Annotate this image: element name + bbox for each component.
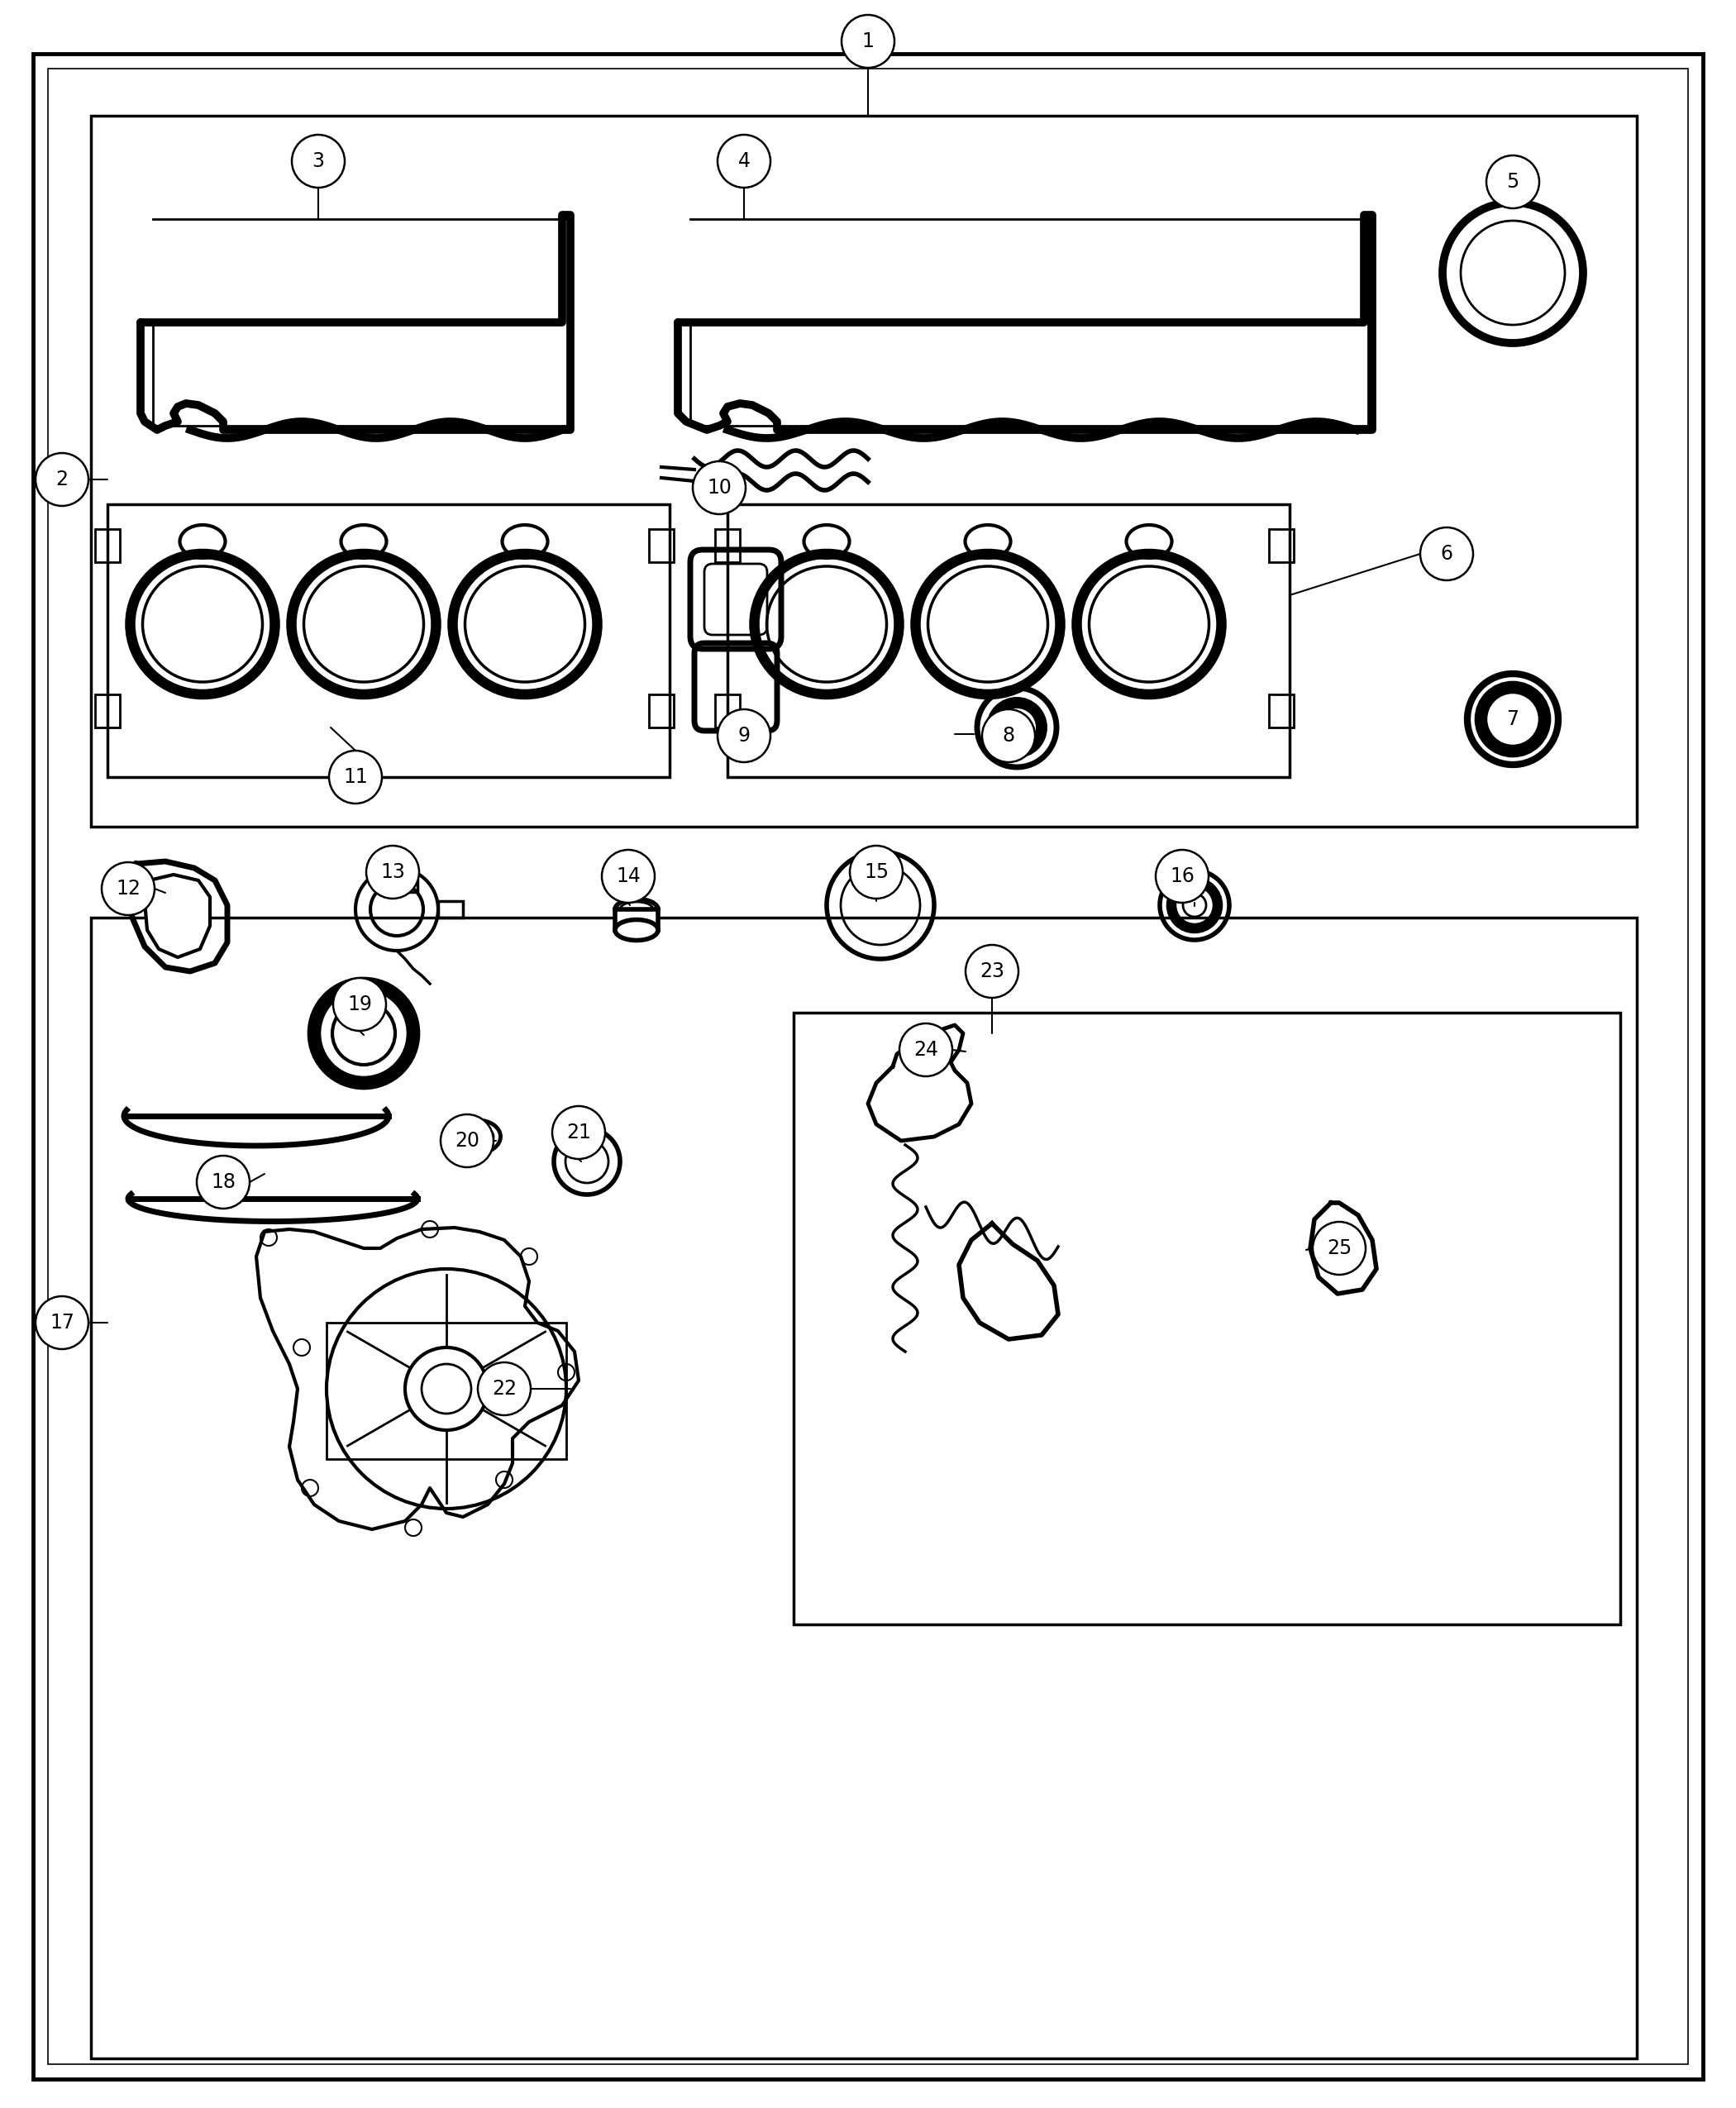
Circle shape bbox=[292, 135, 345, 188]
Text: 12: 12 bbox=[116, 879, 141, 898]
Circle shape bbox=[842, 15, 894, 67]
Text: 10: 10 bbox=[707, 479, 731, 497]
Text: 17: 17 bbox=[50, 1313, 75, 1332]
Circle shape bbox=[333, 978, 385, 1031]
Circle shape bbox=[717, 708, 771, 763]
Circle shape bbox=[602, 850, 654, 902]
Text: 15: 15 bbox=[865, 862, 889, 881]
Circle shape bbox=[366, 845, 418, 898]
Text: 1: 1 bbox=[861, 32, 875, 51]
Circle shape bbox=[35, 1296, 89, 1349]
Bar bbox=[615, 909, 658, 930]
Bar bbox=[95, 529, 120, 563]
Bar bbox=[108, 504, 670, 778]
Text: 22: 22 bbox=[491, 1379, 517, 1400]
Circle shape bbox=[102, 862, 155, 915]
Circle shape bbox=[1156, 850, 1208, 902]
Text: 18: 18 bbox=[210, 1172, 236, 1191]
Text: 24: 24 bbox=[913, 1039, 937, 1060]
Text: 5: 5 bbox=[1507, 173, 1519, 192]
Circle shape bbox=[1312, 1223, 1366, 1275]
Bar bbox=[1269, 529, 1293, 563]
Bar bbox=[649, 694, 674, 727]
Bar bbox=[90, 116, 1637, 826]
Bar bbox=[437, 900, 464, 917]
Bar bbox=[793, 1012, 1620, 1625]
Text: 19: 19 bbox=[347, 995, 372, 1014]
Bar bbox=[1269, 694, 1293, 727]
Text: 3: 3 bbox=[312, 152, 325, 171]
Bar bbox=[715, 529, 740, 563]
Text: 4: 4 bbox=[738, 152, 750, 171]
Bar bbox=[90, 917, 1637, 2057]
Circle shape bbox=[477, 1362, 531, 1414]
Circle shape bbox=[1420, 527, 1474, 580]
Circle shape bbox=[196, 1155, 250, 1208]
Bar bbox=[326, 1322, 566, 1459]
Text: 2: 2 bbox=[56, 470, 68, 489]
Bar bbox=[727, 504, 1290, 778]
Text: 8: 8 bbox=[1002, 725, 1016, 746]
Bar bbox=[377, 881, 417, 892]
Circle shape bbox=[35, 453, 89, 506]
Text: 11: 11 bbox=[344, 767, 368, 786]
Text: 21: 21 bbox=[566, 1124, 590, 1143]
Polygon shape bbox=[144, 875, 210, 957]
Ellipse shape bbox=[615, 919, 658, 940]
Bar bbox=[649, 529, 674, 563]
Text: 7: 7 bbox=[1507, 708, 1519, 729]
Circle shape bbox=[983, 708, 1035, 763]
Text: 20: 20 bbox=[455, 1130, 479, 1151]
Circle shape bbox=[552, 1107, 606, 1159]
Text: 6: 6 bbox=[1441, 544, 1453, 563]
Text: 25: 25 bbox=[1326, 1237, 1352, 1258]
Circle shape bbox=[899, 1022, 953, 1077]
Circle shape bbox=[441, 1115, 493, 1168]
Text: 9: 9 bbox=[738, 725, 750, 746]
Ellipse shape bbox=[615, 898, 658, 919]
Text: 14: 14 bbox=[616, 866, 641, 885]
Circle shape bbox=[1486, 694, 1540, 746]
Circle shape bbox=[330, 750, 382, 803]
Bar bbox=[715, 694, 740, 727]
Bar bbox=[95, 694, 120, 727]
Text: 13: 13 bbox=[380, 862, 404, 881]
Circle shape bbox=[1486, 156, 1540, 209]
Text: 16: 16 bbox=[1170, 866, 1194, 885]
Circle shape bbox=[717, 135, 771, 188]
Circle shape bbox=[851, 845, 903, 898]
Circle shape bbox=[965, 944, 1019, 997]
Circle shape bbox=[693, 462, 746, 514]
Text: 23: 23 bbox=[979, 961, 1005, 980]
Bar bbox=[615, 909, 658, 930]
